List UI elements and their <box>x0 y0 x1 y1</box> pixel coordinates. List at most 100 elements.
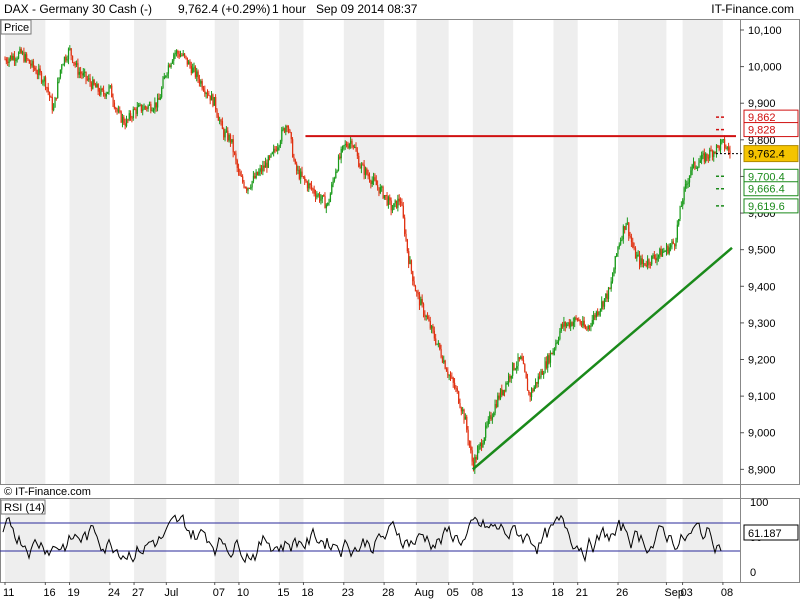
up-candle <box>175 50 178 53</box>
down-candle <box>468 440 471 446</box>
down-candle <box>455 387 457 389</box>
up-candle <box>486 424 488 426</box>
up-candle <box>643 263 645 265</box>
up-candle <box>720 142 722 150</box>
down-candle <box>458 391 460 404</box>
up-candle <box>317 194 319 196</box>
up-candle <box>722 139 724 141</box>
grid-stripe <box>214 19 239 484</box>
up-candle <box>143 106 145 110</box>
up-candle <box>211 94 213 101</box>
grid-stripe <box>553 19 578 484</box>
down-candle <box>402 205 404 218</box>
time-axis-label: 19 <box>68 587 80 599</box>
down-candle <box>429 320 431 329</box>
down-candle <box>390 200 392 211</box>
up-candle <box>325 204 327 209</box>
copyright-label: © IT-Finance.com <box>4 486 91 498</box>
price-axis-label: 9,100 <box>748 391 776 403</box>
down-candle <box>525 371 527 379</box>
up-candle <box>478 446 480 450</box>
up-candle <box>159 97 161 100</box>
up-candle <box>38 68 40 75</box>
down-candle <box>724 139 726 148</box>
down-candle <box>377 185 379 188</box>
down-candle <box>703 153 705 162</box>
up-candle <box>316 195 318 198</box>
down-candle <box>466 416 468 430</box>
down-candle <box>412 271 414 282</box>
down-candle <box>374 177 376 181</box>
grid-stripe <box>682 19 723 484</box>
down-candle <box>648 259 650 265</box>
up-candle <box>664 250 666 252</box>
up-candle <box>161 88 163 98</box>
down-candle <box>408 251 410 264</box>
down-candle <box>296 163 298 171</box>
down-candle <box>74 63 76 65</box>
up-candle <box>331 184 333 194</box>
up-candle <box>420 299 422 306</box>
down-candle <box>490 415 492 420</box>
down-candle <box>81 73 83 76</box>
down-candle <box>73 62 75 64</box>
down-candle <box>450 375 452 378</box>
up-candle <box>477 449 479 460</box>
up-candle <box>493 413 495 417</box>
down-candle <box>124 123 126 127</box>
down-candle <box>11 55 13 60</box>
up-candle <box>364 168 367 175</box>
level-label: 9,700.4 <box>748 171 785 183</box>
grid-stripe <box>682 498 723 582</box>
down-candle <box>633 247 635 249</box>
up-candle <box>258 171 260 175</box>
up-candle <box>636 254 638 259</box>
grid-stripe <box>279 19 304 484</box>
level-badge <box>743 198 799 214</box>
up-candle <box>162 79 164 89</box>
down-candle <box>239 172 241 176</box>
up-candle <box>531 389 533 398</box>
up-candle <box>157 97 159 108</box>
up-candle <box>549 352 552 363</box>
down-candle <box>562 324 564 327</box>
up-candle <box>154 102 156 110</box>
price-axis-label: 9,000 <box>748 428 776 440</box>
down-candle <box>435 338 437 345</box>
up-candle <box>136 106 138 114</box>
up-candle <box>329 193 332 202</box>
time-axis-label: 23 <box>342 587 354 599</box>
up-candle <box>132 109 134 119</box>
down-candle <box>130 113 132 118</box>
down-candle <box>298 169 300 179</box>
up-candle <box>598 311 600 315</box>
up-candle <box>652 254 654 256</box>
down-candle <box>235 153 237 161</box>
down-candle <box>220 120 222 122</box>
up-candle <box>166 73 168 76</box>
grid-stripe <box>69 498 110 582</box>
up-candle <box>621 238 623 240</box>
up-candle <box>537 376 539 384</box>
up-candle <box>516 366 518 369</box>
down-candle <box>589 325 591 327</box>
up-candle <box>556 341 558 344</box>
up-candle <box>491 416 494 420</box>
down-candle <box>310 185 313 189</box>
down-candle <box>45 77 47 88</box>
down-candle <box>13 55 16 62</box>
down-candle <box>359 166 361 169</box>
down-candle <box>351 140 353 146</box>
grid-stripe <box>5 19 46 484</box>
down-candle <box>189 61 191 66</box>
down-candle <box>358 155 360 167</box>
up-candle <box>391 209 394 211</box>
down-candle <box>240 175 242 177</box>
up-candle <box>612 276 614 282</box>
down-candle <box>229 134 232 143</box>
up-candle <box>371 180 373 184</box>
down-candle <box>660 248 662 257</box>
down-candle <box>370 181 372 184</box>
down-candle <box>509 375 511 379</box>
down-candle <box>323 195 325 197</box>
